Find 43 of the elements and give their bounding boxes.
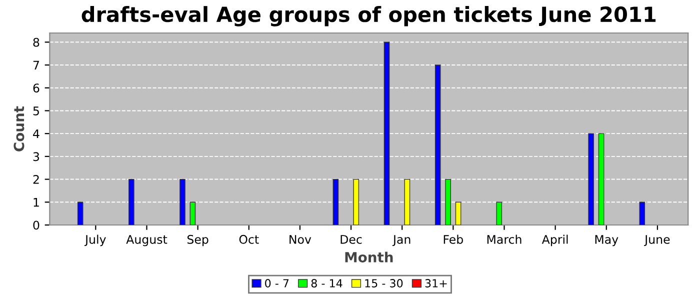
legend-label: 31+ xyxy=(425,279,447,288)
legend-label: 0 - 7 xyxy=(265,279,289,288)
bar xyxy=(434,64,441,225)
bar xyxy=(496,202,502,225)
chart-title: drafts-eval Age groups of open tickets June 2011 xyxy=(82,6,656,26)
x-tick-label: Jan xyxy=(392,235,410,246)
x-tick-label: Oct xyxy=(239,234,259,244)
y-axis-title: Count xyxy=(14,106,24,152)
bar xyxy=(445,178,451,225)
bar xyxy=(404,178,410,225)
bar xyxy=(332,178,339,225)
x-tick-label: March xyxy=(487,234,522,244)
x-tick-label: Nov xyxy=(290,235,312,244)
bar xyxy=(190,202,196,225)
legend-label: 8 - 14 xyxy=(311,279,342,288)
bar xyxy=(639,202,646,225)
y-tick-label: 8 xyxy=(33,38,40,47)
bar xyxy=(353,178,360,225)
bar xyxy=(384,42,390,225)
x-tick-label: May xyxy=(595,235,618,246)
y-tick-label: 5 xyxy=(33,106,39,116)
y-tick-label: 4 xyxy=(33,129,40,138)
x-axis-title: Month xyxy=(345,252,393,262)
x-tick-label: Sep xyxy=(187,234,208,246)
x-tick-label: April xyxy=(542,234,568,246)
y-tick-label: 3 xyxy=(33,152,40,162)
bar xyxy=(128,178,134,225)
bar xyxy=(588,133,594,225)
x-tick-label: Dec xyxy=(340,235,362,244)
y-tick-label: 7 xyxy=(33,60,39,70)
y-tick-label: 1 xyxy=(34,198,39,207)
x-tick-label: June xyxy=(644,235,670,246)
legend-label: 15 - 30 xyxy=(365,279,403,288)
bar xyxy=(77,202,84,225)
y-tick-label: 0 xyxy=(33,220,40,230)
x-tick-label: July xyxy=(84,234,106,246)
bar xyxy=(598,133,604,225)
y-tick-label: 6 xyxy=(33,84,40,93)
y-tick-label: 2 xyxy=(33,175,39,184)
bar xyxy=(455,202,462,225)
x-tick-label: August xyxy=(126,235,168,246)
x-tick-label: Feb xyxy=(444,234,463,244)
bar xyxy=(180,178,186,225)
